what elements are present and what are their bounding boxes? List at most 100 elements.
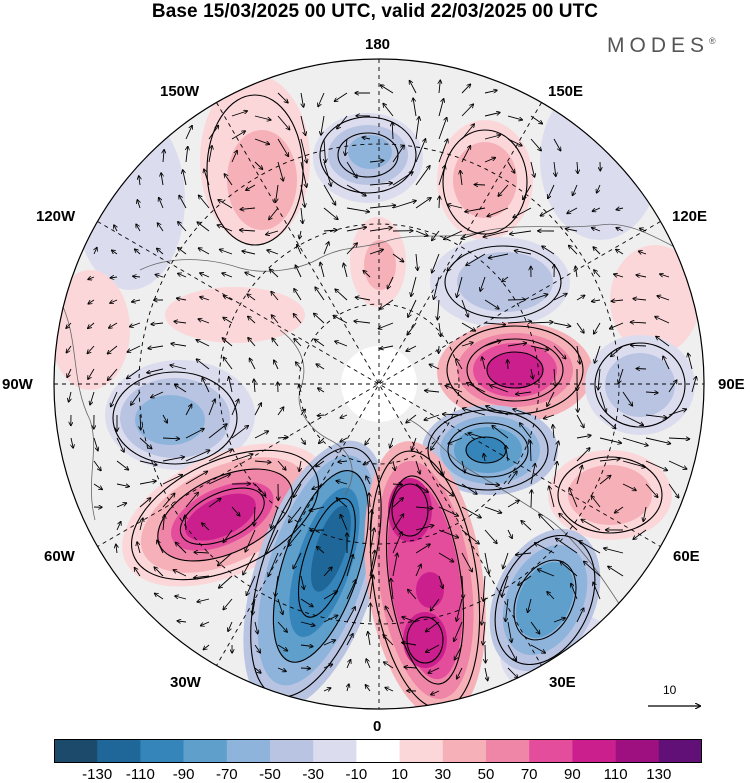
wind-vector [515,251,532,255]
wind-vector [300,621,315,626]
wind-vector [530,644,545,653]
wind-vector [480,276,486,291]
wind-vector [549,486,555,508]
wind-vector [438,575,443,588]
wind-vector [223,598,233,610]
contour-line [594,342,686,428]
wind-vector [461,124,474,140]
wind-vector [223,357,233,370]
wind-vector [300,598,313,607]
colorbar [54,739,702,763]
wind-vector [383,635,394,646]
wind-vector [220,250,233,255]
wind-vector [116,522,121,531]
wind-vector [482,357,486,370]
colorbar-swatch [442,739,487,763]
colorbar-swatch [529,739,573,763]
wind-vector [88,368,95,379]
wind-vector [369,250,383,255]
wind-vector [408,590,417,600]
wind-vector [530,161,535,177]
wind-vector [507,115,522,120]
wind-vector [315,287,325,301]
wind-vector [645,392,658,393]
lon-label-30E: 30E [549,674,576,691]
wind-vector [531,490,532,508]
wind-vector [415,564,421,577]
wind-vector [381,85,394,94]
wind-vector [438,99,444,117]
wind-vector [516,553,532,555]
wind-vector [362,137,371,139]
wind-vector [460,171,462,186]
wind-vector [267,529,279,553]
wind-vector [316,364,325,370]
wind-vector [594,270,601,278]
wind-vector [369,183,392,185]
wind-vector [204,169,210,186]
lon-label-150W: 150W [160,83,200,100]
wind-vector [486,406,509,416]
wind-vector [231,426,248,439]
wind-vector [406,414,417,423]
wind-vector [388,276,394,289]
wind-vector [569,245,578,255]
colorbar-swatch [97,739,141,763]
wind-vector [223,318,233,324]
wind-vector [185,493,198,508]
wind-vector [461,343,473,347]
wind-vector [199,195,210,209]
wind-vector [254,461,271,462]
colorbar-tick-label: -30 [302,766,325,783]
wind-vector [507,529,512,538]
wind-vector [484,454,485,462]
wind-vector [391,579,394,600]
wind-vector [424,414,440,420]
wind-vector [108,345,118,354]
wind-vector [553,441,559,462]
wind-vector [369,493,370,508]
colorbar-swatch [226,739,271,763]
wind-vector [295,265,302,278]
wind-vector [151,323,164,324]
wind-vector [461,104,473,117]
wind-vector [87,345,95,353]
wind-vector [502,575,509,597]
wind-vector [431,690,440,695]
colorbar-tick-label: 30 [434,766,452,783]
wind-vector [197,598,210,602]
wind-vector [199,248,210,255]
wind-vector [483,621,485,645]
wind-vector [554,161,556,176]
wind-vector [576,448,590,462]
wind-vector [383,104,394,117]
wind-vector [595,345,601,363]
wind-vector [668,438,690,439]
anomaly-negative-70E-core [466,437,506,463]
wind-vector [657,296,670,301]
wind-vector [320,263,325,278]
wind-vector [643,506,647,521]
wind-vector [615,506,624,513]
wind-vector [131,391,141,405]
wind-vector [454,621,463,641]
wind-vector [114,225,117,232]
wind-vector [300,184,305,207]
wind-vector [338,461,348,462]
wind-vector [462,575,463,598]
anomaly-weak-negative [540,80,660,240]
wind-vector [254,115,271,120]
wind-vector [277,667,286,671]
wind-vector [277,621,287,632]
wind-vector [599,459,620,461]
wind-vector [428,667,440,673]
wind-vector [173,570,187,577]
colorbar-tick-label: 50 [477,766,495,783]
wind-vector [202,378,210,393]
wind-vector [315,339,325,347]
colorbar-swatch [183,739,228,763]
wind-vector [484,484,499,485]
colorbar-border [54,739,702,763]
wind-vector [231,131,245,140]
wind-vector [340,437,348,442]
